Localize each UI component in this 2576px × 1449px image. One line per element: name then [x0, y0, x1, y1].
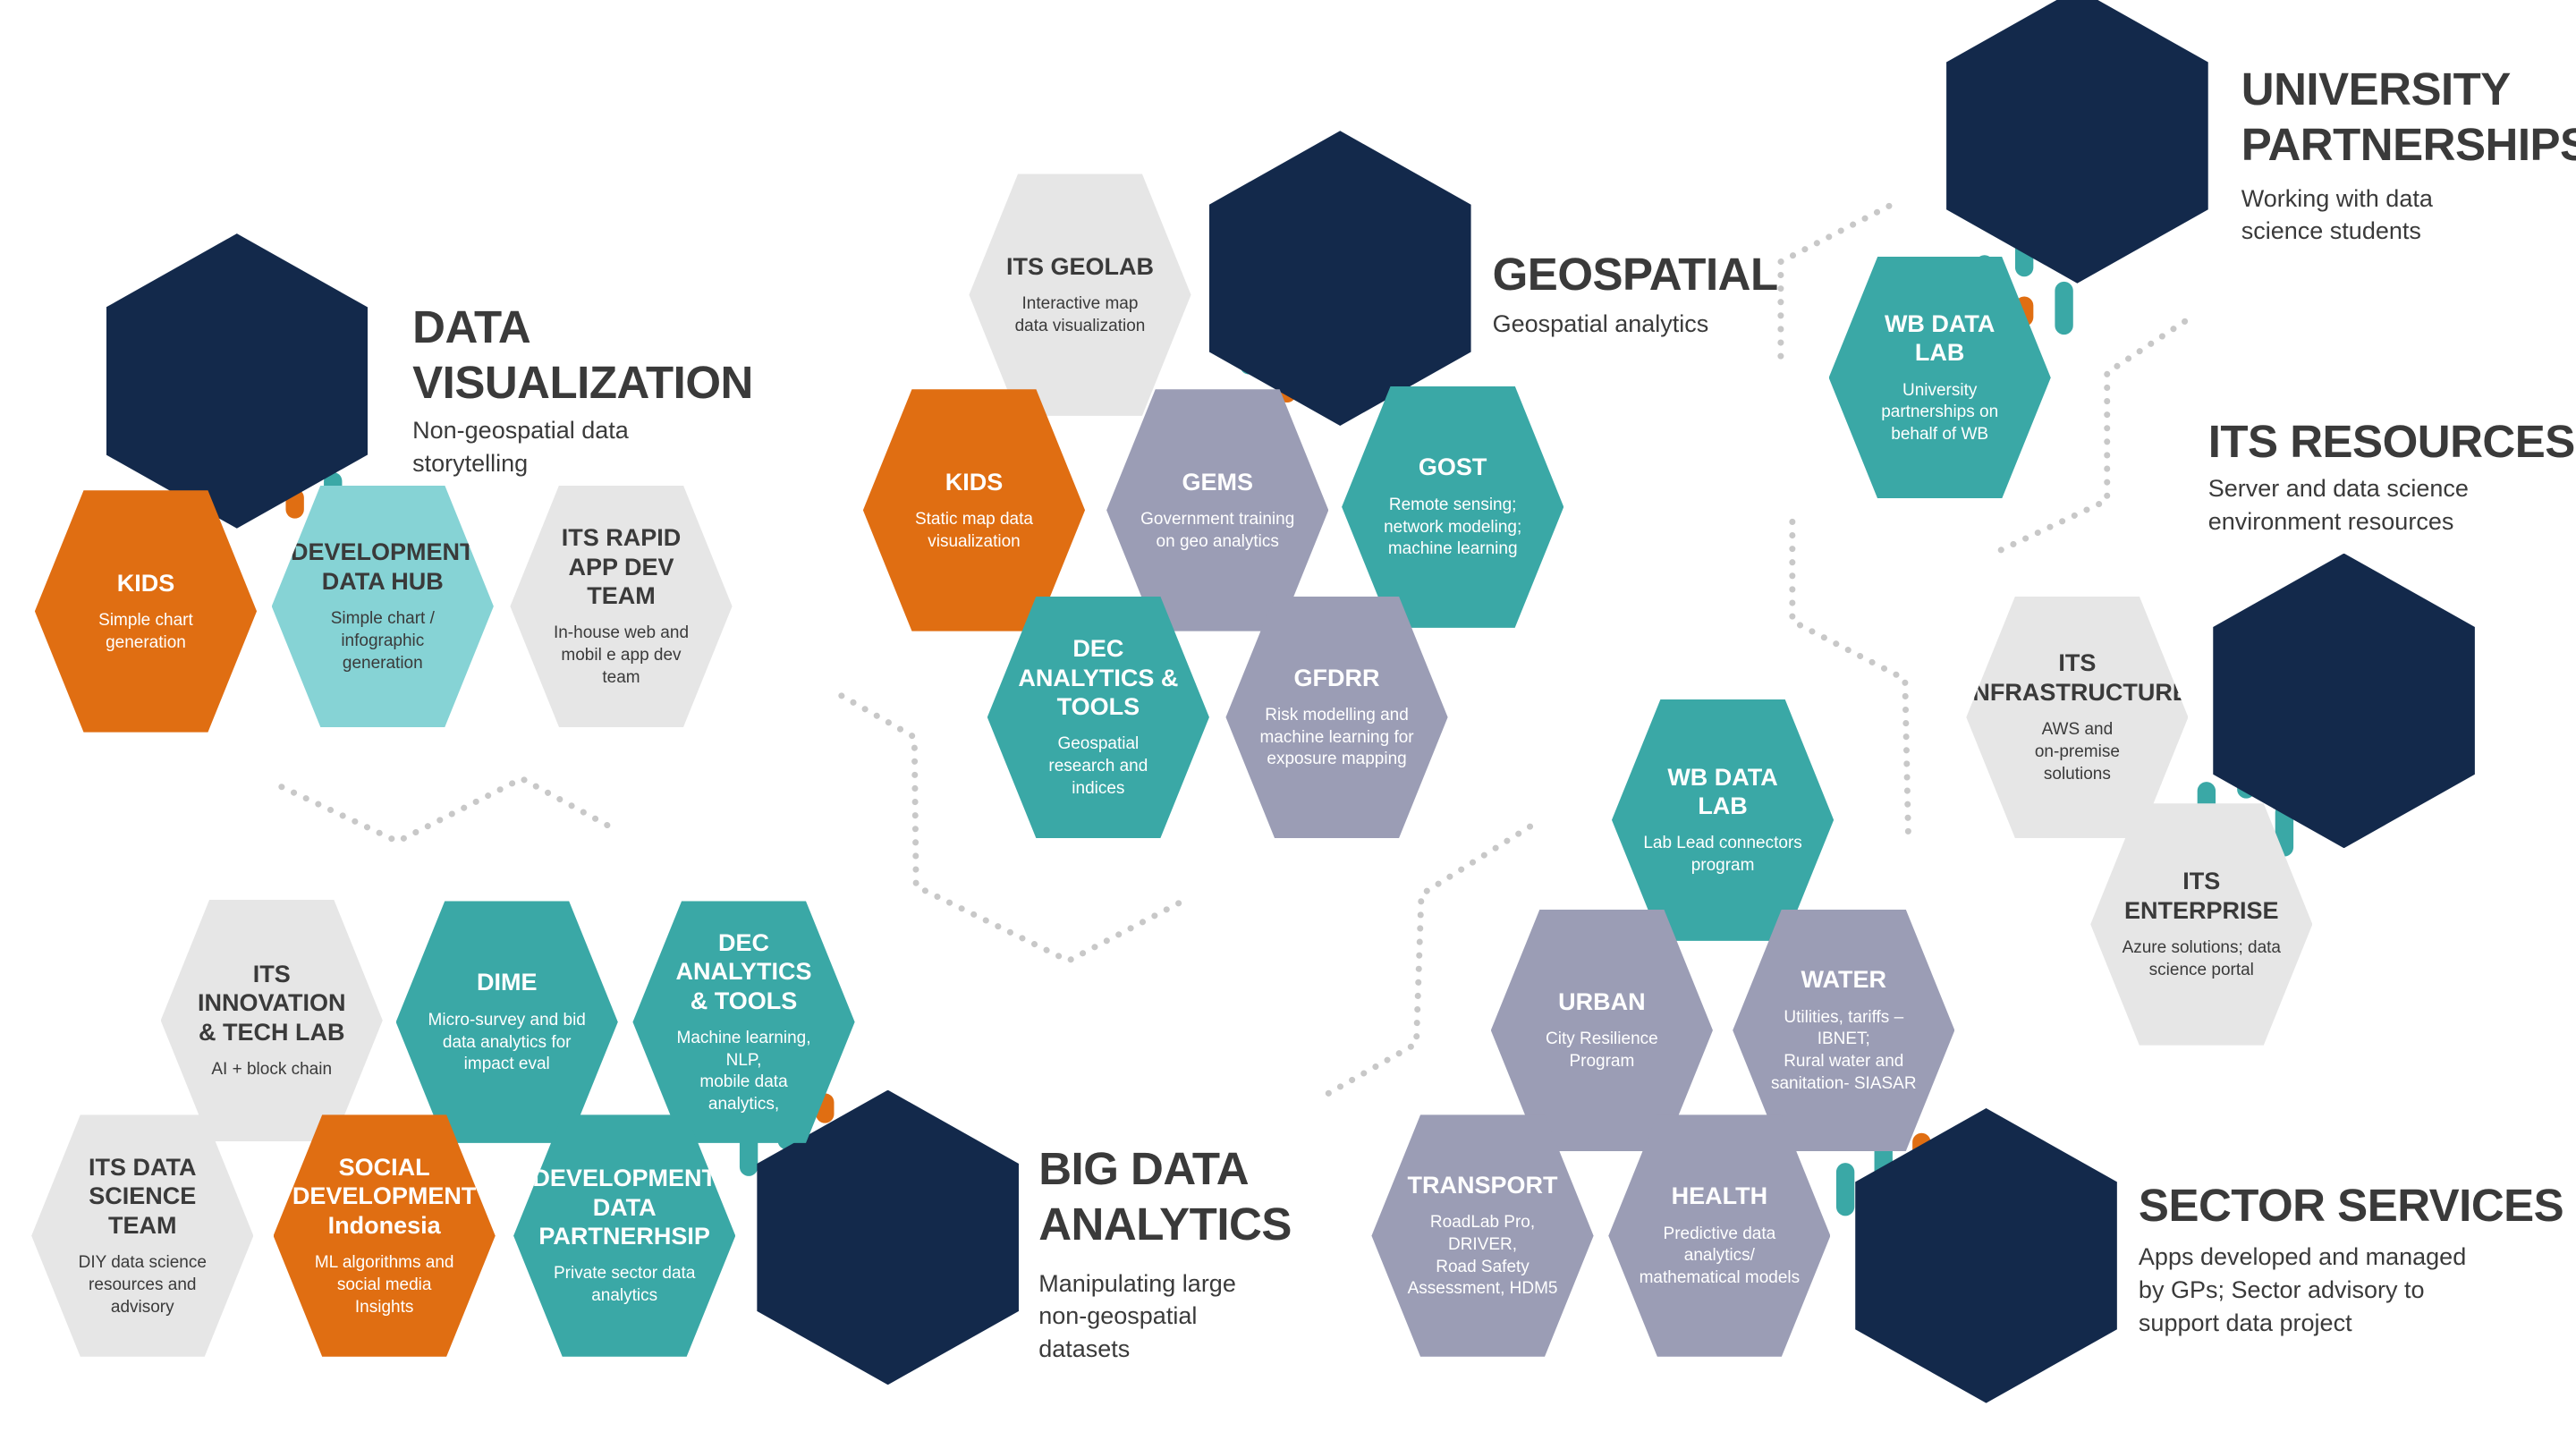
- hexagon-title: GEMS: [1182, 468, 1253, 496]
- category-subtitle-data-viz: Non-geospatial data storytelling: [412, 417, 629, 477]
- hexagon-title: WB DATA LAB: [1884, 309, 1996, 367]
- hexagon-title: KIDS: [945, 468, 1004, 496]
- hexagon-title: HEALTH: [1671, 1182, 1768, 1210]
- hexagon-ir-infra: ITS INFRASTRUCTURE AWS and on-premise sol…: [1965, 596, 2189, 839]
- hexagon-ss-wbdl: WB DATA LAB Lab Lead connectors program: [1611, 699, 1835, 941]
- hexagon-title: SOCIAL DEVELOPMENT Indonesia: [292, 1153, 477, 1239]
- category-subtitle-big-data: Manipulating large non-geospatial datase…: [1038, 1269, 1236, 1363]
- accent-hexagon: [2213, 553, 2475, 849]
- dotted-connector: [1997, 311, 2199, 554]
- hexagon-up-wbdl: WB DATA LAB University partnerships on be…: [1828, 257, 2051, 499]
- hexagon-title: KIDS: [116, 569, 175, 597]
- hexagon-subtitle: RoadLab Pro, DRIVER, Road Safety Assessm…: [1407, 1213, 1558, 1299]
- hexagon-ir-ent: ITS ENTERPRISE Azure solutions; data scie…: [2090, 803, 2313, 1046]
- hexagon-subtitle: Risk modelling and machine learning for …: [1259, 706, 1414, 769]
- hexagon-subtitle: Lab Lead connectors program: [1643, 834, 1802, 876]
- hexagon-subtitle: AWS and on-premise solutions: [2034, 720, 2120, 784]
- hexagon-ss-transport: TRANSPORT RoadLab Pro, DRIVER, Road Safet…: [1371, 1114, 1594, 1357]
- category-subtitle-sector: Apps developed and managed by GPs; Secto…: [2138, 1243, 2467, 1336]
- hexagon-title: WATER: [1801, 966, 1887, 994]
- hexagon-subtitle: Interactive map data visualization: [1014, 294, 1146, 335]
- hexagon-title: ITS GEOLAB: [1005, 252, 1154, 280]
- hexagon-subtitle: University partnerships on behalf of WB: [1881, 380, 1999, 444]
- hexagon-subtitle: Utilities, tariffs – IBNET; Rural water …: [1770, 1007, 1917, 1093]
- hexagon-title: DIME: [476, 969, 538, 996]
- hexagon-dv-rapid: ITS RAPID APP DEV TEAM In-house web and m…: [510, 485, 733, 728]
- category-title-university: UNIVERSITY PARTNERSHIPS: [2241, 63, 2576, 170]
- hexagon-gs-dec: DEC ANALYTICS & TOOLS Geospatial research…: [987, 596, 1209, 839]
- accent-hexagon: [1946, 0, 2208, 284]
- accent-hexagon: [1208, 131, 1471, 426]
- hexagon-subtitle: Predictive data analytics/ mathematical …: [1639, 1224, 1801, 1288]
- category-title-data-viz: DATA VISUALIZATION: [412, 301, 753, 409]
- hexagon-title: GFDRR: [1293, 664, 1380, 691]
- hexagon-subtitle: Micro-survey and bid data analytics for …: [428, 1010, 586, 1074]
- accent-bar: [2055, 281, 2073, 335]
- hexagon-title: ITS DATA SCIENCE TEAM: [89, 1153, 197, 1239]
- hexagon-subtitle: Azure solutions; data science portal: [2122, 938, 2282, 979]
- dotted-connector: [1325, 817, 1544, 1097]
- category-title-sector: SECTOR SERVICES: [2138, 1179, 2564, 1231]
- dotted-connector: [838, 692, 1183, 965]
- hexagon-bd-ddp: DEVELOPMENT DATA PARTNERHSIP Private sect…: [513, 1114, 736, 1357]
- hexagon-ss-health: HEALTH Predictive data analytics/ mathema…: [1608, 1114, 1831, 1357]
- hexagon-title: GOST: [1418, 453, 1487, 481]
- hexagon-gs-gost: GOST Remote sensing; network modeling; ma…: [1342, 386, 1564, 628]
- hexagon-subtitle: In-house web and mobil e app dev team: [553, 623, 690, 687]
- hexagon-title: DEVELOPMENT DATA HUB: [291, 538, 475, 595]
- hexagon-ss-urban: URBAN City Resilience Program: [1490, 909, 1713, 1152]
- hexagon-bd-dime: DIME Micro-survey and bid data analytics …: [395, 901, 618, 1143]
- hexagon-title: ITS RAPID APP DEV TEAM: [561, 524, 682, 609]
- hexagon-title: ITS ENTERPRISE: [2124, 868, 2279, 924]
- hexagon-gs-geolab: ITS GEOLAB Interactive map data visualiza…: [969, 174, 1191, 416]
- hexagon-subtitle: Private sector data analytics: [553, 1264, 696, 1306]
- hexagon-title: URBAN: [1558, 988, 1646, 1016]
- hexagon-bd-dec: DEC ANALYTICS & TOOLS Machine learning, N…: [632, 901, 855, 1143]
- hexagon-bd-social: SOCIAL DEVELOPMENT Indonesia ML algorithm…: [273, 1114, 496, 1357]
- hexagon-bd-innov: ITS INNOVATION & TECH LAB AI + block chai…: [160, 899, 383, 1142]
- dotted-connector: [1789, 518, 1912, 840]
- category-title-big-data: BIG DATA ANALYTICS: [1038, 1143, 1292, 1250]
- hexagon-title: DEC ANALYTICS & TOOLS: [675, 928, 812, 1014]
- hexagon-title: ITS INNOVATION & TECH LAB: [197, 960, 346, 1046]
- hexagon-subtitle: Simple chart / infographic generation: [330, 609, 435, 673]
- accent-bar: [1835, 1163, 1855, 1216]
- accent-hexagon: [1855, 1107, 2117, 1403]
- category-title-its-resources: ITS RESOURCES: [2207, 416, 2576, 467]
- hexagon-bd-dst: ITS DATA SCIENCE TEAM DIY data science re…: [31, 1114, 254, 1357]
- hexagon-subtitle: Remote sensing; network modeling; machin…: [1384, 495, 1522, 559]
- hexagon-ss-water: WATER Utilities, tariffs – IBNET; Rural w…: [1733, 909, 1955, 1152]
- hexagon-gs-gfdrr: GFDRR Risk modelling and machine learning…: [1225, 596, 1448, 839]
- category-subtitle-geospatial: Geospatial analytics: [1492, 310, 1709, 338]
- hexagon-title: WB DATA LAB: [1667, 763, 1778, 820]
- hexagon-title: ITS INFRASTRUCTURE: [1965, 649, 2189, 706]
- hexagon-title: TRANSPORT: [1407, 1172, 1558, 1199]
- hexagon-title: DEVELOPMENT DATA PARTNERHSIP: [532, 1165, 716, 1250]
- hexagon-subtitle: Static map data visualization: [914, 509, 1033, 551]
- hexagon-subtitle: Government training on geo analytics: [1140, 509, 1295, 551]
- hexagon-subtitle: DIY data science resources and advisory: [78, 1253, 207, 1317]
- hexagon-gs-kids: KIDS Static map data visualization: [862, 389, 1086, 631]
- dotted-connector: [1777, 199, 1901, 360]
- hexagon-subtitle: City Resilience Program: [1546, 1030, 1658, 1072]
- hexagon-dv-kids: KIDS Simple chart generation: [34, 490, 258, 733]
- accent-hexagon: [106, 233, 369, 529]
- hexagon-subtitle: ML algorithms and social media Insights: [314, 1253, 454, 1317]
- category-title-geospatial: GEOSPATIAL: [1492, 248, 1778, 300]
- category-subtitle-university: Working with data science students: [2241, 184, 2433, 245]
- hexagon-gs-gems: GEMS Government training on geo analytics: [1106, 389, 1329, 631]
- hexagon-subtitle: Simple chart generation: [98, 610, 193, 652]
- hexagon-subtitle: Machine learning, NLP, mobile data analy…: [676, 1028, 811, 1114]
- hexagon-subtitle: Geospatial research and indices: [1048, 734, 1148, 798]
- hexagon-title: DEC ANALYTICS & TOOLS: [1018, 635, 1179, 721]
- category-subtitle-its-resources: Server and data science environment reso…: [2207, 474, 2469, 535]
- hexagon-dv-ddh: DEVELOPMENT DATA HUB Simple chart / infog…: [271, 485, 494, 728]
- hexagon-subtitle: AI + block chain: [211, 1060, 333, 1080]
